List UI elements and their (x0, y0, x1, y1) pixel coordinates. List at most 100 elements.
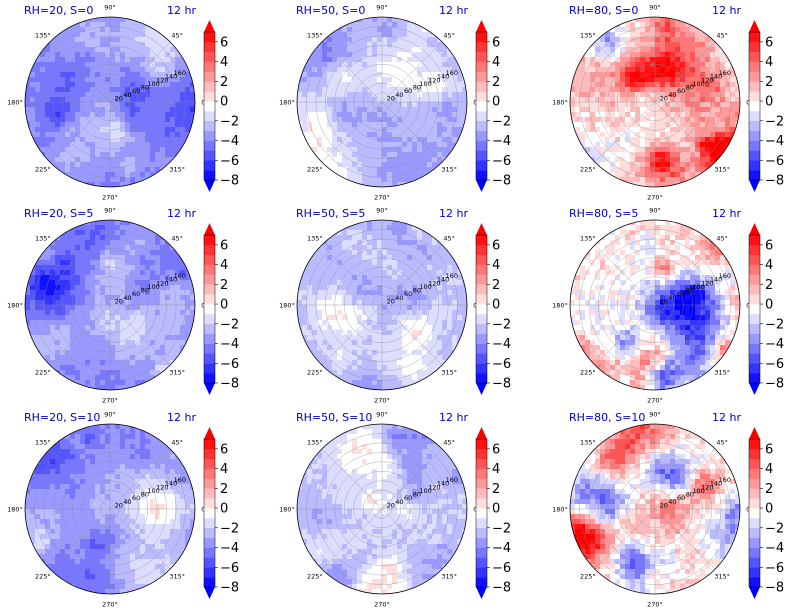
field-cell (377, 240, 383, 246)
field-cell (95, 350, 101, 356)
field-cell (417, 32, 423, 38)
field-cell (130, 380, 136, 386)
angle-tick-label: 45° (443, 31, 455, 39)
field-cell (655, 97, 661, 103)
field-cell (80, 240, 86, 246)
field-cell (387, 42, 393, 48)
field-cell (357, 122, 363, 128)
field-cell (307, 102, 313, 108)
field-cell (590, 137, 596, 143)
field-cell (90, 32, 96, 38)
field-cell (150, 72, 156, 78)
colorbar-segment (204, 235, 215, 246)
field-cell (327, 270, 333, 276)
field-cell (55, 137, 61, 143)
field-cell (640, 82, 646, 88)
field-cell (110, 17, 116, 23)
field-cell (650, 77, 656, 83)
colorbar-tick-label: 2 (220, 278, 228, 293)
field-cell (140, 310, 146, 316)
field-cell (387, 315, 393, 321)
field-cell (427, 92, 433, 98)
field-cell (75, 142, 81, 148)
field-cell (115, 245, 121, 251)
field-cell (135, 112, 141, 118)
field-cell (75, 310, 81, 316)
field-cell (372, 57, 378, 63)
field-cell (720, 107, 726, 113)
colorbar-segment (204, 81, 215, 92)
field-cell (650, 162, 656, 168)
field-cell (115, 137, 121, 143)
field-cell (367, 52, 373, 58)
field-cell (155, 330, 161, 336)
field-cell (680, 107, 686, 113)
field-cell (600, 157, 606, 163)
field-cell (357, 152, 363, 158)
angle-tick-label: 45° (716, 31, 728, 39)
field-cell (442, 122, 448, 128)
field-cell (352, 177, 358, 183)
field-cell (70, 112, 76, 118)
field-cell (55, 127, 61, 133)
field-cell (447, 147, 453, 153)
field-cell (452, 260, 458, 266)
field-cell (402, 315, 408, 321)
field-cell (615, 107, 621, 113)
field-cell (55, 305, 61, 311)
angle-tick-label: 270° (374, 194, 390, 202)
field-cell (80, 37, 86, 43)
field-cell (150, 365, 156, 371)
field-cell (80, 265, 86, 271)
field-cell (437, 152, 443, 158)
field-cell (407, 157, 413, 163)
field-cell (150, 162, 156, 168)
field-cell (75, 167, 81, 173)
field-cell (70, 285, 76, 291)
field-cell (625, 112, 631, 118)
field-cell (715, 152, 721, 158)
field-cell (150, 330, 156, 336)
field-cell (397, 295, 403, 301)
field-cell (690, 112, 696, 118)
field-cell (397, 315, 403, 321)
field-cell (447, 320, 453, 326)
field-cell (417, 310, 423, 316)
field-cell (362, 112, 368, 118)
field-cell (95, 27, 101, 33)
field-cell (342, 87, 348, 93)
field-cell (670, 72, 676, 78)
field-cell (95, 320, 101, 326)
field-cell (412, 162, 418, 168)
field-cell (317, 107, 323, 113)
field-cell (80, 375, 86, 381)
field-cell (115, 27, 121, 33)
field-cell (352, 77, 358, 83)
field-cell (60, 265, 66, 271)
field-cell (155, 270, 161, 276)
field-cell (332, 310, 338, 316)
field-cell (312, 57, 318, 63)
field-cell (640, 47, 646, 53)
field-cell (377, 245, 383, 251)
field-cell (302, 285, 308, 291)
field-cell (80, 167, 86, 173)
field-cell (655, 177, 661, 183)
field-cell (115, 37, 121, 43)
field-cell (660, 37, 666, 43)
field-cell (312, 132, 318, 138)
grid-spoke (109, 244, 171, 306)
field-cell (402, 235, 408, 241)
field-cell (100, 220, 106, 226)
field-cell (620, 172, 626, 178)
field-cell (442, 132, 448, 138)
field-cell (392, 225, 398, 231)
field-cell (170, 325, 176, 331)
field-cell (417, 127, 423, 133)
field-cell (130, 330, 136, 336)
field-cell (392, 17, 398, 23)
field-cell (705, 92, 711, 98)
field-cell (175, 300, 181, 306)
field-cell (387, 172, 393, 178)
field-cell (165, 285, 171, 291)
